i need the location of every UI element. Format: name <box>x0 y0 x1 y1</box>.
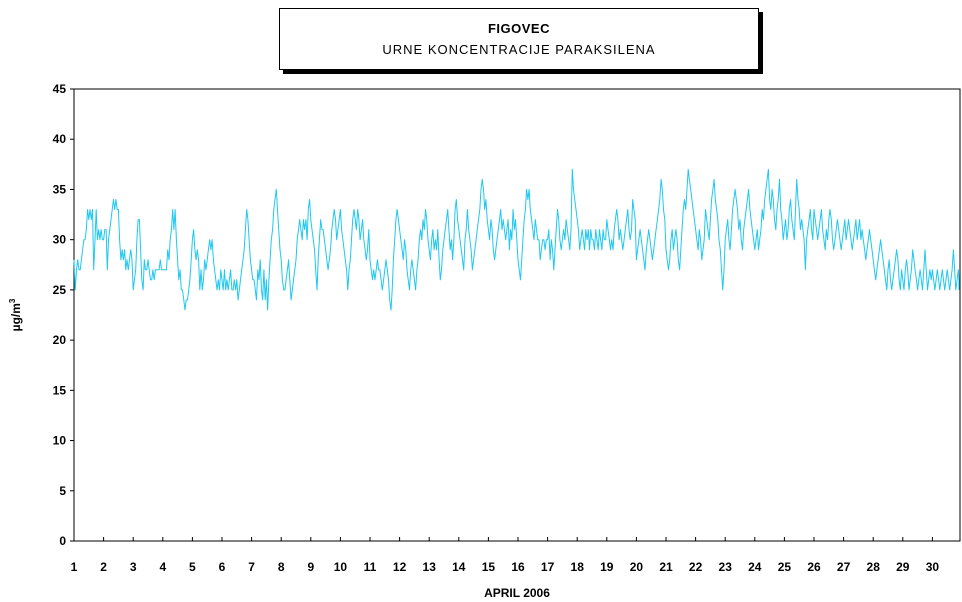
y-tick-label: 40 <box>53 132 67 146</box>
x-tick-label: 17 <box>541 560 555 574</box>
x-tick-label: 21 <box>659 560 673 574</box>
x-tick-label: 30 <box>926 560 940 574</box>
y-tick-label: 25 <box>53 283 67 297</box>
y-tick-label: 20 <box>53 333 67 347</box>
x-tick-label: 11 <box>364 560 377 574</box>
y-tick-label: 45 <box>53 82 67 96</box>
x-tick-label: 22 <box>689 560 703 574</box>
x-tick-label: 18 <box>571 560 585 574</box>
y-tick-label: 15 <box>53 383 67 397</box>
x-tick-label: 16 <box>511 560 525 574</box>
x-tick-label: 28 <box>867 560 881 574</box>
x-tick-label: 23 <box>719 560 733 574</box>
x-tick-label: 19 <box>600 560 614 574</box>
chart-title: FIGOVEC <box>487 21 550 36</box>
y-axis-label-superscript: 3 <box>8 298 17 303</box>
series-line <box>73 168 960 311</box>
x-axis-label: APRIL 2006 <box>484 586 550 600</box>
chart-subtitle: URNE KONCENTRACIJE PARAKSILENA <box>382 42 656 57</box>
x-tick-label: 13 <box>423 560 437 574</box>
x-tick-label: 8 <box>278 560 285 574</box>
x-axis: 1 2 3 4 5 6 7 8 9 10 11 12 13 14 15 16 17 18 19 20 21 22 23 24 2… <box>71 537 940 574</box>
x-tick-label: 24 <box>748 560 762 574</box>
y-axis-label: µg/m <box>9 303 23 331</box>
x-tick-label: 15 <box>482 560 496 574</box>
x-tick-label: 1 <box>71 560 78 574</box>
y-tick-label: 10 <box>53 434 67 448</box>
x-tick-label: 12 <box>393 560 407 574</box>
x-tick-label: 27 <box>837 560 851 574</box>
x-tick-label: 7 <box>248 560 255 574</box>
x-tick-label: 4 <box>159 560 166 574</box>
y-tick-label: 30 <box>53 233 67 247</box>
x-tick-label: 10 <box>334 560 348 574</box>
x-tick-label: 5 <box>189 560 196 574</box>
x-tick-label: 29 <box>896 560 910 574</box>
plot-area <box>73 88 961 542</box>
x-tick-label: 9 <box>307 560 314 574</box>
y-axis: 0 5 10 15 20 25 30 35 40 45 <box>53 82 74 548</box>
x-tick-label: 20 <box>630 560 644 574</box>
svg-text:µg/m3: µg/m3 <box>8 298 23 331</box>
y-axis-label-group: µg/m3 <box>8 298 23 331</box>
x-tick-label: 6 <box>219 560 226 574</box>
y-tick-label: 35 <box>53 182 67 196</box>
x-tick-label: 2 <box>100 560 107 574</box>
series-line-group <box>73 168 960 311</box>
y-tick-label: 5 <box>59 484 66 498</box>
x-tick-label: 25 <box>778 560 792 574</box>
x-tick-label: 14 <box>452 560 466 574</box>
x-tick-label: 3 <box>130 560 137 574</box>
x-tick-label: 26 <box>807 560 821 574</box>
chart-title-box: FIGOVEC URNE KONCENTRACIJE PARAKSILENA <box>279 8 759 70</box>
y-tick-label: 0 <box>59 534 66 548</box>
